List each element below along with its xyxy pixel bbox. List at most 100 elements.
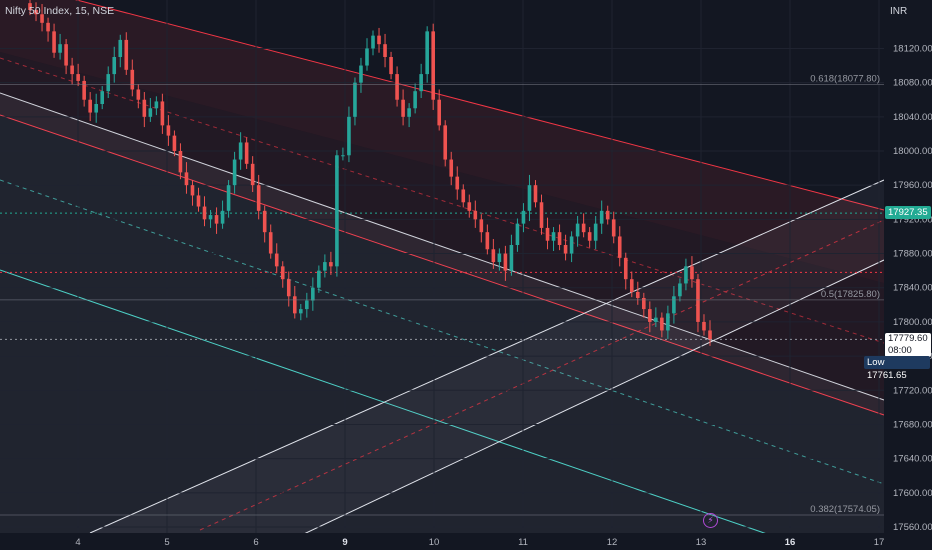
candle-body-0 <box>28 3 32 10</box>
candle-body-35 <box>238 142 243 160</box>
candle-body-6 <box>64 44 68 66</box>
candle-body-48 <box>317 270 321 288</box>
candle-body-55 <box>359 65 363 83</box>
candle-body-60 <box>389 57 393 75</box>
time-tick-4: 10 <box>429 537 440 548</box>
candle-body-40 <box>268 232 273 254</box>
candle-body-15 <box>118 39 123 57</box>
candle-body-28 <box>196 195 201 207</box>
candle-body-46 <box>305 300 309 310</box>
candle-body-91 <box>575 223 580 237</box>
candle-body-27 <box>190 185 195 196</box>
candle-body-106 <box>666 313 670 331</box>
price-tick-7: 17840.00 <box>893 283 932 294</box>
candle-body-81 <box>515 223 520 245</box>
time-tick-0: 4 <box>75 537 80 548</box>
candle-body-67 <box>431 31 435 100</box>
symbol-title[interactable]: Nifty 50 Index, 15, NSE <box>5 5 115 17</box>
candle-body-50 <box>329 262 333 267</box>
time-tick-6: 12 <box>607 537 618 548</box>
candle-body-103 <box>648 309 652 322</box>
candle-body-90 <box>569 236 574 254</box>
horizontal-levels <box>0 212 884 340</box>
candle-body-24 <box>172 135 177 151</box>
time-tick-5: 11 <box>518 537 528 548</box>
price-tick-6: 17800.00 <box>893 317 932 328</box>
candle-body-21 <box>154 101 159 109</box>
candle-body-43 <box>286 279 291 297</box>
candle-body-14 <box>112 57 117 75</box>
time-tick-7: 13 <box>696 537 707 548</box>
candle-body-95 <box>599 210 604 224</box>
candle-body-57 <box>371 35 375 49</box>
candle-body-73 <box>467 202 472 211</box>
candle-body-53 <box>347 116 351 156</box>
candle-body-37 <box>250 163 255 186</box>
candle-body-4 <box>52 31 56 53</box>
candle-body-78 <box>497 253 502 263</box>
candle-body-65 <box>419 74 423 92</box>
candle-body-76 <box>485 232 490 250</box>
time-axis[interactable]: 4 5 6 9 10 11 12 13 16 17 <box>0 533 932 550</box>
candle-body-84 <box>533 185 538 203</box>
candle-body-82 <box>521 210 526 224</box>
candle-body-62 <box>401 99 405 117</box>
candle-body-100 <box>629 279 634 292</box>
candle-body-105 <box>660 317 664 331</box>
candle-body-61 <box>395 74 399 100</box>
fib-label-1: 0.5(17825.80) <box>821 289 880 300</box>
candle-body-30 <box>208 215 213 220</box>
teal-channel-mid <box>0 179 885 485</box>
candle-body-42 <box>280 266 285 280</box>
candle-body-45 <box>298 309 303 314</box>
candle-body-85 <box>539 202 544 228</box>
candle-body-23 <box>166 125 171 136</box>
grey-channel-top <box>0 92 885 401</box>
candle-body-52 <box>341 155 345 157</box>
candle-body-2 <box>40 14 44 23</box>
candle-body-72 <box>461 189 466 203</box>
candle-body-101 <box>635 292 640 298</box>
candle-body-83 <box>527 185 532 211</box>
candle-body-1 <box>34 10 38 15</box>
candle-body-104 <box>654 317 658 322</box>
candle-body-41 <box>274 253 279 267</box>
candle-body-18 <box>136 89 141 100</box>
price-tick-14: 18120.00 <box>893 43 932 54</box>
time-tick-3: 9 <box>342 537 347 548</box>
candle-body-79 <box>503 253 508 271</box>
candle-body-77 <box>491 249 496 263</box>
price-tick-4: 17720.00 <box>893 385 932 396</box>
fib-label-2: 0.382(17574.05) <box>810 504 880 515</box>
price-tick-2: 17640.00 <box>893 454 932 465</box>
candle-body-98 <box>617 236 622 258</box>
candle-body-102 <box>642 297 646 310</box>
time-axis-bg <box>0 533 932 550</box>
candle-body-70 <box>449 159 454 177</box>
candle-body-20 <box>148 108 153 117</box>
price-tick-3: 17680.00 <box>893 419 932 430</box>
time-tick-1: 5 <box>164 537 169 548</box>
candle-body-47 <box>311 287 315 301</box>
candle-body-22 <box>160 101 165 126</box>
time-tick-2: 6 <box>253 537 258 548</box>
price-axis-bg <box>884 0 932 550</box>
candle-body-36 <box>244 142 249 164</box>
candle-body-74 <box>473 210 478 220</box>
candle-body-96 <box>605 210 610 220</box>
price-tick-0: 17560.00 <box>893 522 932 533</box>
candle-body-7 <box>70 65 74 75</box>
candle-body-89 <box>563 245 568 254</box>
candle-body-68 <box>437 99 442 126</box>
rising-channel-mid <box>199 219 885 531</box>
bolt-icon[interactable]: ⚡ <box>703 513 718 528</box>
candle-body-11 <box>94 104 98 113</box>
candle-body-26 <box>184 172 189 186</box>
candle-body-99 <box>623 257 628 280</box>
candle-body-8 <box>76 74 80 81</box>
candle-body-17 <box>130 69 135 90</box>
candle-body-93 <box>587 232 592 241</box>
price-axis[interactable]: 17560.00 17600.00 17640.00 17680.00 17720.00… <box>884 0 932 550</box>
red-channel-top <box>74 0 885 211</box>
